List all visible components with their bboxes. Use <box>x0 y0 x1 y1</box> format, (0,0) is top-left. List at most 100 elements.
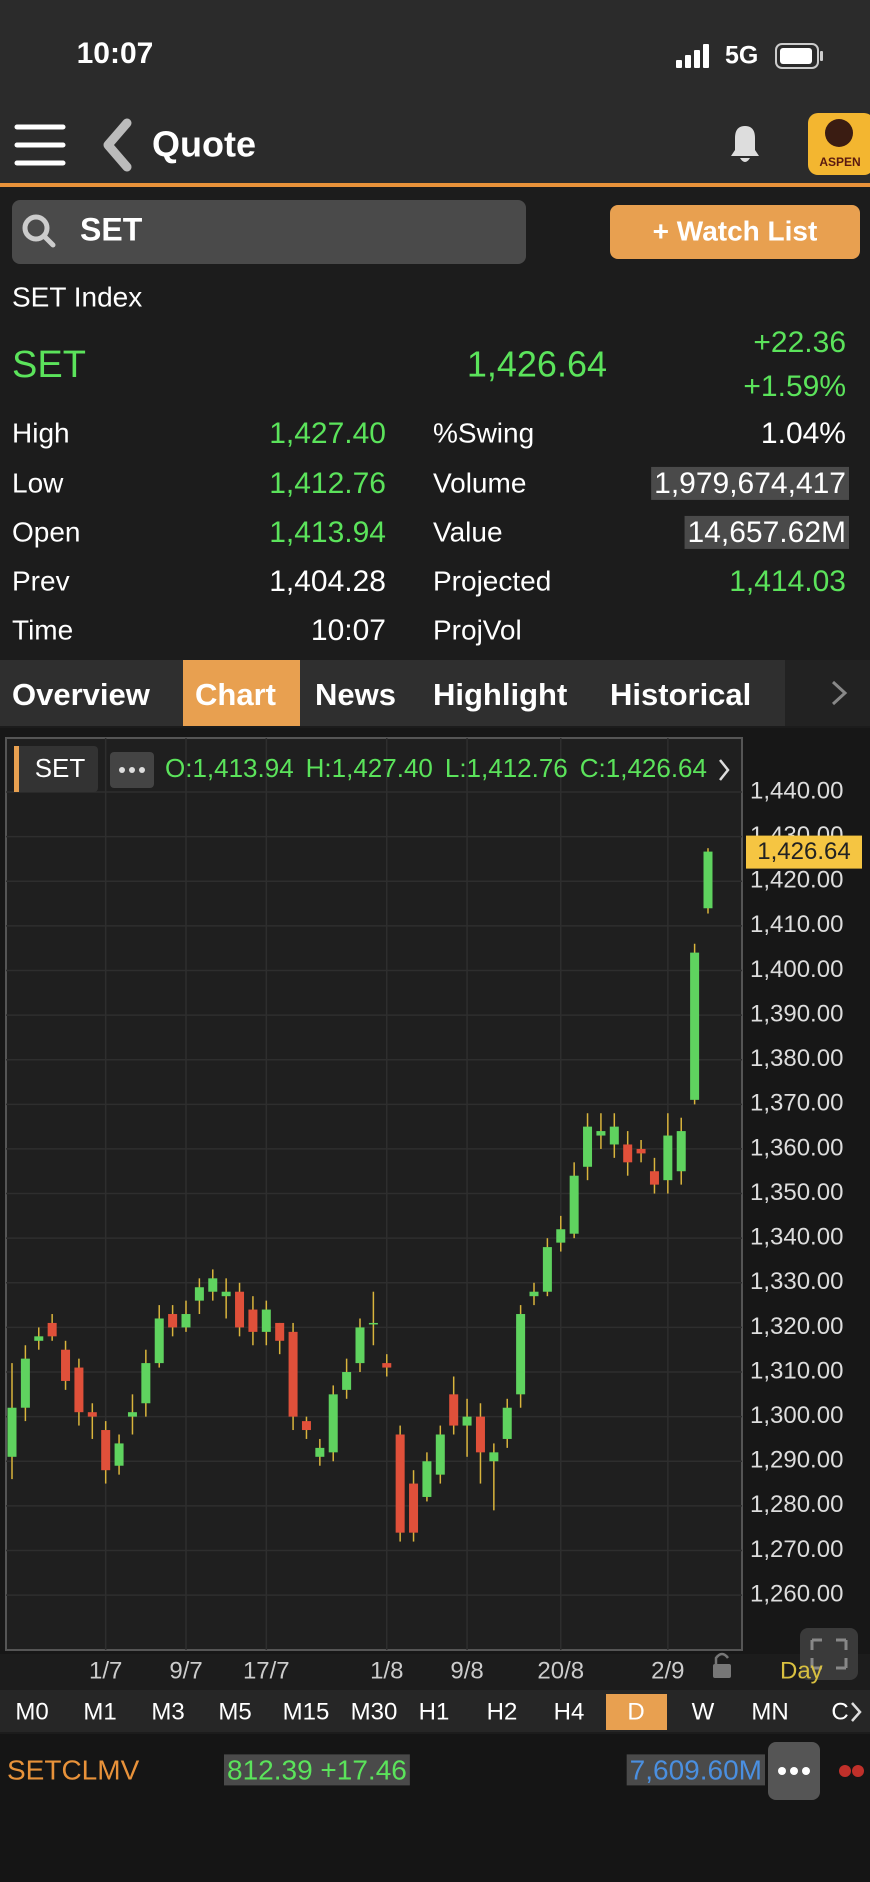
candle-body <box>649 1171 659 1185</box>
ticker-price-change: 812.39 +17.46 <box>227 1754 407 1785</box>
ticker-value: 7,609.60M <box>630 1754 762 1785</box>
period-active <box>606 1694 667 1730</box>
candle-body <box>422 1461 432 1497</box>
candle-body <box>20 1358 30 1408</box>
stat-label: Volume <box>433 467 526 498</box>
legend-ohlc-item: O:1,413.94 <box>165 753 294 783</box>
status-network: 5G <box>725 42 758 70</box>
candle-body <box>261 1309 271 1332</box>
chart-period: Day <box>780 1657 823 1684</box>
candle-body <box>676 1131 686 1172</box>
quote-change: +22.36 <box>753 326 846 359</box>
stat-value: 1,412.76 <box>269 467 386 500</box>
value-highlight <box>684 515 849 549</box>
x-tick-label: 1/8 <box>370 1657 403 1684</box>
candle-body <box>542 1247 552 1292</box>
logo-text: ASPEN <box>819 155 860 169</box>
search-box[interactable] <box>12 200 526 264</box>
tab[interactable] <box>598 660 782 726</box>
alert-icon[interactable] <box>839 1765 864 1777</box>
value-highlight <box>224 1754 410 1786</box>
watchlist-button[interactable] <box>610 205 860 259</box>
x-tick-label: 20/8 <box>537 1657 584 1684</box>
candle-body <box>569 1175 579 1234</box>
period-label: M5 <box>218 1698 251 1725</box>
lock-icon <box>713 1652 731 1678</box>
candle-body <box>181 1314 191 1328</box>
bell-icon[interactable] <box>731 126 759 162</box>
tab[interactable] <box>183 660 300 726</box>
candle-body <box>101 1430 111 1471</box>
y-tick-label: 1,350.00 <box>750 1179 843 1206</box>
candle-body <box>47 1322 57 1337</box>
period-label: M30 <box>351 1698 398 1725</box>
stat-value: 1,404.28 <box>269 565 386 598</box>
candle-body <box>663 1135 673 1181</box>
legend-ohlc: O:1,413.94 H:1,427.40 L:1,412.76 C:1,426.64 <box>165 753 707 783</box>
value-highlight <box>626 1754 765 1786</box>
stat-label: High <box>12 417 70 448</box>
candle-body <box>194 1287 204 1301</box>
stat-label: Time <box>12 614 73 645</box>
period-label: M1 <box>83 1698 116 1725</box>
candle-body <box>288 1331 298 1417</box>
tab-label: Overview <box>12 677 151 712</box>
index-name: SET Index <box>12 281 142 312</box>
tab[interactable] <box>0 660 180 726</box>
x-tick-label: 1/7 <box>89 1657 122 1684</box>
legend-symbol: SET <box>35 753 86 783</box>
stat-value: 1,414.03 <box>729 565 846 598</box>
candle-body <box>301 1421 311 1431</box>
candle-body <box>462 1416 472 1426</box>
stat-label: Projected <box>433 565 551 596</box>
more-dots <box>778 1767 810 1775</box>
period-label: W <box>692 1698 715 1725</box>
stat-label: ProjVol <box>433 614 522 645</box>
period-arrow <box>851 1702 862 1722</box>
legend-menu-dot <box>129 767 135 773</box>
y-tick-label: 1,400.00 <box>750 956 843 983</box>
candle-body <box>583 1126 593 1167</box>
candle-body <box>34 1336 44 1341</box>
candle-body <box>475 1416 485 1453</box>
tab[interactable] <box>421 660 595 726</box>
back-button[interactable] <box>103 118 132 172</box>
watchlist-label: + Watch List <box>653 215 818 246</box>
stat-value: 1.04% <box>761 417 846 450</box>
candle-body <box>609 1126 619 1145</box>
candle-body <box>235 1291 245 1328</box>
y-tick-label: 1,440.00 <box>750 777 843 804</box>
candle-body <box>248 1309 258 1332</box>
legend-ohlc-item: L:1,412.76 <box>445 753 568 783</box>
logo-emblem <box>825 119 853 147</box>
candle-body <box>74 1367 84 1413</box>
period-label: M15 <box>283 1698 330 1725</box>
y-tick-label: 1,270.00 <box>750 1536 843 1563</box>
candle-body <box>529 1291 539 1297</box>
stat-label: %Swing <box>433 417 534 448</box>
search-query: SET <box>80 211 143 247</box>
period-group: M0 M1 M3 M5 M15 M30 H1 H2 H4 D W MN C <box>15 1694 849 1730</box>
stat-value: 1,413.94 <box>269 516 386 549</box>
candle-body <box>502 1407 512 1439</box>
candle-body <box>489 1452 499 1462</box>
fullscreen-button[interactable] <box>800 1628 858 1680</box>
period-label: M3 <box>151 1698 184 1725</box>
tab-scroll[interactable] <box>785 660 870 726</box>
candle-body <box>623 1144 633 1163</box>
candle-body <box>596 1131 606 1136</box>
candle-body <box>154 1318 164 1364</box>
tab[interactable] <box>303 660 418 726</box>
header-divider <box>0 183 870 187</box>
candle-body <box>168 1314 178 1328</box>
y-tick-label: 1,380.00 <box>750 1045 843 1072</box>
menu-button[interactable] <box>14 124 66 166</box>
tab-label: Historical <box>610 677 751 712</box>
candle-body <box>703 851 713 909</box>
candle-body <box>315 1447 325 1457</box>
legend-accent <box>14 746 19 792</box>
stat-value: 10:07 <box>311 614 386 647</box>
y-tick-label: 1,260.00 <box>750 1580 843 1607</box>
candle-body <box>342 1372 352 1390</box>
